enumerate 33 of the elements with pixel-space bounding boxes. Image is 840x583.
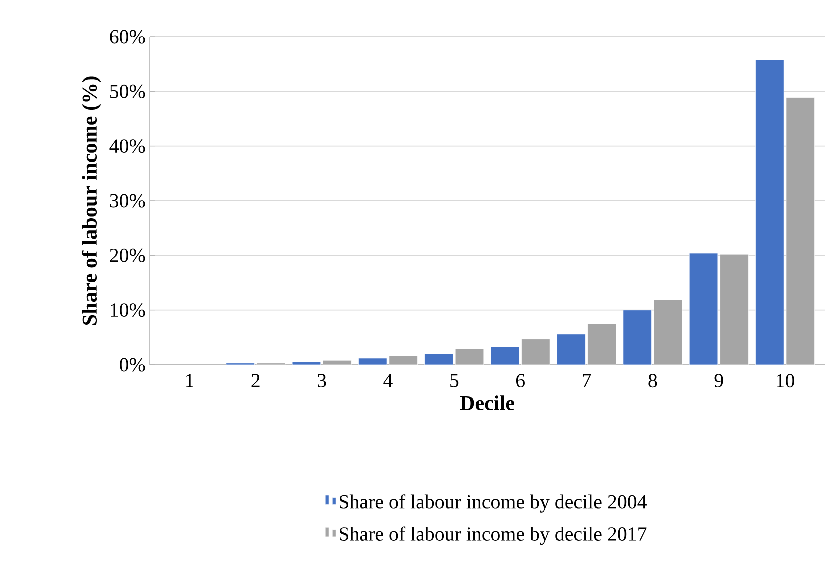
y-tick-label: 0% xyxy=(120,358,146,372)
y-tick-label: 50% xyxy=(110,84,146,98)
x-tick-label: 5 xyxy=(450,374,459,388)
x-tick-label: 3 xyxy=(318,374,326,388)
y-tick-label: 60% xyxy=(110,30,146,44)
y-tick-label: 30% xyxy=(110,194,146,208)
y-tick-label: 40% xyxy=(110,140,146,154)
bar xyxy=(455,348,484,366)
bar xyxy=(522,339,550,366)
bar xyxy=(588,324,616,366)
bar xyxy=(720,254,749,366)
bar xyxy=(786,98,815,366)
y-axis-title: Share of labour income (%) xyxy=(82,76,102,326)
y-tick-label: 10% xyxy=(111,304,146,318)
x-axis-title: Decile xyxy=(460,396,514,410)
y-tick-label: 20% xyxy=(110,248,146,262)
bar xyxy=(490,346,520,366)
bar xyxy=(389,356,418,366)
bar xyxy=(654,300,683,366)
x-tick-label: 8 xyxy=(648,374,658,388)
legend-label: Share of labour income by decile 2017 xyxy=(340,526,647,546)
x-tick-label: 7 xyxy=(583,374,592,388)
x-tick-label: 6 xyxy=(516,374,525,388)
x-tick-label: 10 xyxy=(777,374,794,388)
bar xyxy=(623,310,652,366)
bar xyxy=(292,362,322,366)
x-tick-label: 9 xyxy=(714,374,724,388)
x-tick-label: 1 xyxy=(186,374,194,388)
x-tick-label: 2 xyxy=(252,374,260,388)
bar xyxy=(424,354,454,366)
bar xyxy=(756,60,784,366)
x-tick-label: 4 xyxy=(384,374,393,388)
legend-label: Share of labour income by decile 2004 xyxy=(340,494,647,513)
